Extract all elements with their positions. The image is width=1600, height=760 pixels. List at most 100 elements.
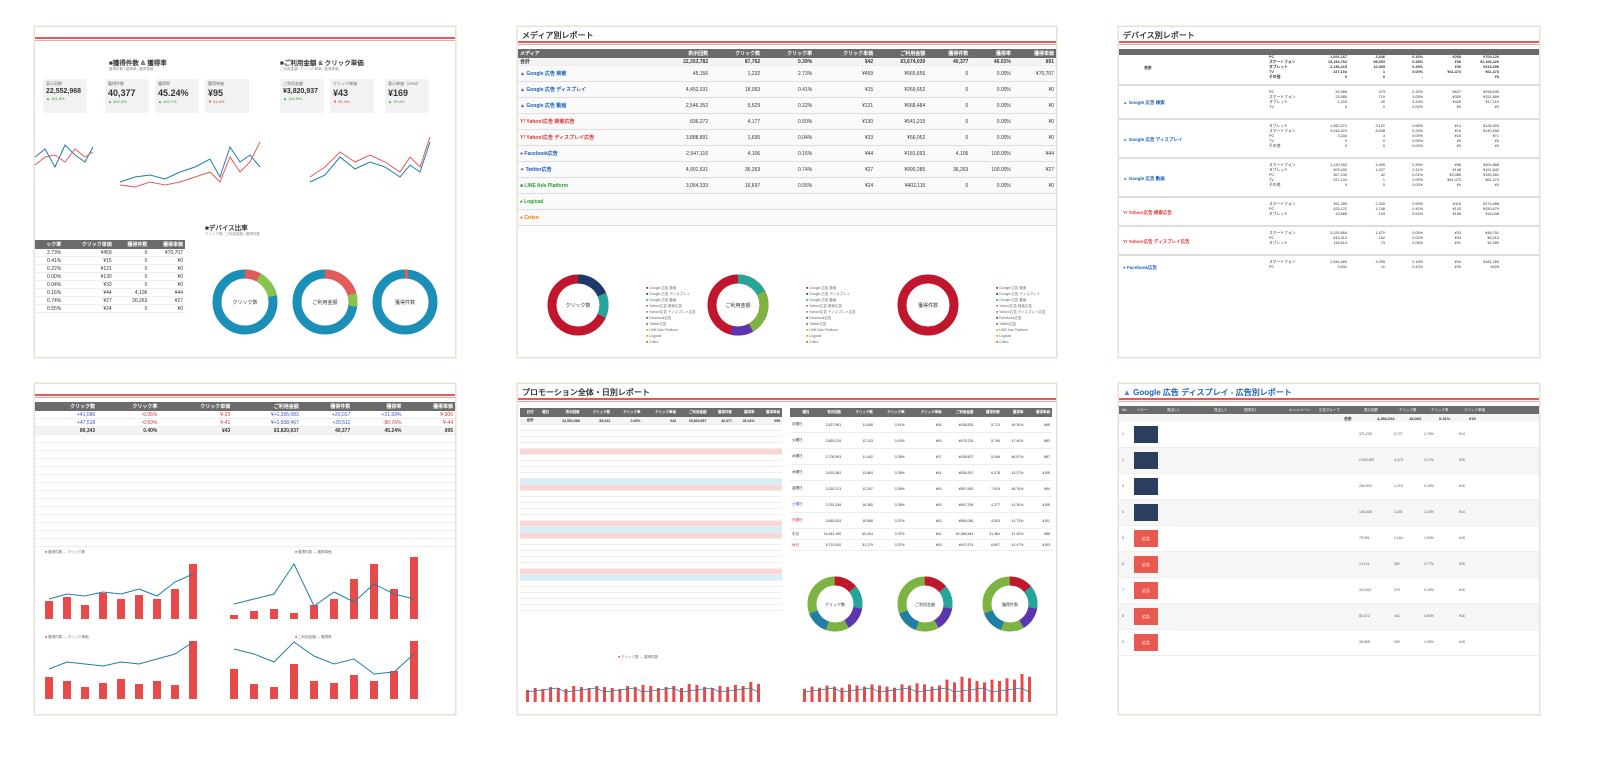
table-row [520, 526, 782, 533]
table-row [35, 515, 455, 523]
ad-row: 4 108,436 1,201 1.10% ¥14 [1119, 500, 1539, 526]
bar [803, 688, 806, 702]
table-row [520, 472, 782, 479]
diff-row: +47,518 -0.59% ¥-41 ¥+1,508,467 +20,511 -80.7… [35, 418, 455, 427]
device-group: ▲ Google 広告 検索 PC 20,368 473 2.32% ¥627 ¥296,6… [1119, 84, 1539, 118]
bar-line-charts [45, 557, 418, 699]
table-row [520, 568, 782, 575]
device-total-group: 合計 PC 1,691,167 2,646 0.16% ¥268 ¥709,126 スマートフ… [1144, 55, 1499, 79]
line [233, 641, 415, 675]
table-row: 2.73% ¥459 0 ¥70,707 [35, 249, 185, 257]
weekday-summary-row: 平日 16,342,190 60,434 0.37% ¥41 ¥2,356,544 31,3… [790, 528, 1052, 540]
banner-thumbnail[interactable]: 広告 [1134, 634, 1158, 651]
yahoo-logo-icon: Y! [520, 135, 525, 141]
media-row: ▲ Google 広告 検索 45,156 1,232 2.73% ¥459 ¥565,6… [518, 65, 1056, 82]
media-table: メディア 表示回数 クリック数 クリック率 クリック単価 ご利用金額 獲得件数 獲得率 獲得単価… [518, 49, 1056, 226]
bar [135, 684, 143, 699]
bar [350, 579, 358, 619]
banner-thumbnail[interactable]: 広告 [1134, 582, 1158, 599]
weekday-row: 金曜日 3,153,373 12,297 0.39% ¥40 ¥557,663 7,915 4… [790, 480, 1052, 497]
weekday-row: 土曜日 3,763,339 16,380 0.38% ¥43 ¥697,294 4,377 4… [790, 496, 1052, 513]
banner-thumbnail[interactable]: 広告 [1134, 608, 1158, 625]
daily-report-card: プロモーション全体・日別レポート 日付 曜日 表示回数 クリック数 クリック率 クリック単… [517, 383, 1057, 715]
ad-row: 1 371,228 9,727 2.76% ¥14 [1119, 422, 1539, 448]
bar [908, 685, 911, 702]
daily-bar-charts [526, 674, 1031, 702]
bar [270, 609, 278, 619]
media-row: ✦ Twitter広告 4,901,631 36,263 0.74% ¥27 ¥990,2… [518, 161, 1056, 178]
table-row [520, 544, 782, 551]
google-logo-icon: ▲ [1123, 136, 1128, 142]
table-row [520, 532, 782, 539]
donut-label-conversions: 獲得件数 [918, 302, 938, 309]
bar [680, 688, 683, 702]
google-logo-icon: ▲ [520, 71, 525, 77]
bar [938, 685, 941, 702]
banner-thumbnail[interactable] [1134, 504, 1158, 521]
daily-table: 日付 曜日 表示回数 クリック数 クリック率 クリック単価 ご利用金額 獲得件数 獲得率 獲得単価… [520, 408, 782, 611]
bar [649, 686, 653, 702]
bar [410, 557, 418, 619]
kpi-cpm: 表示単価（CPM） ¥169 ▲ 79.4% [385, 79, 429, 113]
line [48, 573, 194, 600]
header-rule [518, 398, 1056, 400]
bar [878, 685, 881, 702]
bar [171, 589, 179, 619]
summary-dashboard-card: ■獲得件数 & 獲得率 獲得件数 / 獲得率 / 獲得単価 ■ご利用金額 & ク… [34, 26, 456, 358]
banner-thumbnail[interactable] [1134, 426, 1158, 443]
daily-chart-legend: ■ クリック数 — 獲得件数 [618, 655, 659, 659]
ad-row: 3 284,903 1,219 0.43% ¥16 [1119, 474, 1539, 500]
table-row [520, 514, 782, 521]
facebook-logo-icon: ● [1123, 265, 1126, 270]
bar [855, 685, 859, 702]
section-sub-acquisition: 獲得件数 / 獲得率 / 獲得単価 [109, 67, 154, 71]
banner-thumbnail[interactable]: 広告 [1134, 530, 1158, 547]
bar [930, 686, 934, 702]
google-logo-icon: ▲ [1123, 100, 1128, 105]
bar [975, 681, 979, 702]
ad-table: 1 371,228 9,727 2.76% ¥14 2 2,093,657 4,473 0.17… [1119, 422, 1539, 656]
table-row [520, 502, 782, 509]
table-row: 0.00% ¥130 0 ¥0 [35, 272, 185, 281]
table-row [520, 598, 782, 605]
donut-legend-2: ■ Google 広告 検索 ■ Google 広告 ディスプレイ ■ Google… [806, 286, 856, 344]
trend-charts-card: クリック数 クリック率 クリック単価 ご利用金額 獲得件数 獲得率 獲得単価 +41,096… [34, 383, 456, 715]
bar [99, 683, 107, 699]
bar [230, 669, 238, 699]
bar [863, 686, 866, 702]
bar [410, 641, 418, 699]
bar [290, 664, 298, 699]
header-rule-thin [35, 397, 455, 398]
total-row: 合計 22,552,968 89,343 0.40% ¥43 ¥3,820,937 40,3… [520, 417, 782, 425]
donut-label-spend: ご利用金額 [312, 299, 337, 306]
bar [840, 687, 844, 702]
device-group: ▲ Google 広告 ディスプレイ タブレット 1,382,374 9,122 0.6… [1119, 118, 1539, 157]
yahoo-logo-icon: Y! [1123, 209, 1128, 215]
banner-thumbnail[interactable]: 広告 [1134, 556, 1158, 573]
table-row: 0.41% ¥15 0 ¥0 [35, 256, 185, 265]
bar [885, 686, 889, 702]
section-sub-spend: ご利用金額 / クリック単価 / 獲得単価 [280, 67, 339, 71]
table-row: 0.16% ¥44 4,106 ¥44 [35, 288, 185, 297]
table-row: 0.04% ¥33 0 ¥0 [35, 280, 185, 289]
table-row [35, 507, 455, 515]
bar [595, 686, 599, 702]
table-row [520, 448, 782, 455]
table-row [35, 475, 455, 483]
bar [603, 687, 606, 702]
table-row: 0.55% ¥24 0 ¥0 [35, 304, 185, 313]
table-row: 0.22% ¥121 0 ¥0 [35, 264, 185, 273]
daily-rows [35, 435, 455, 547]
banner-thumbnail[interactable] [1134, 452, 1158, 469]
kpi-cpc: クリック単価 ¥43 ▼ 90.4% [330, 79, 374, 113]
bar [656, 688, 660, 702]
table-row [520, 430, 782, 437]
table-row [520, 520, 782, 527]
device-report-card: デバイス別レポート 合計 PC 1,691,167 2,646 0.16% ¥268 ¥70… [1118, 26, 1540, 358]
header-rule [35, 37, 455, 39]
bar [998, 681, 1001, 702]
table-row: 0.74% ¥27 36,263 ¥27 [35, 296, 185, 305]
table-row [520, 580, 782, 587]
banner-thumbnail[interactable] [1134, 478, 1158, 495]
bar [810, 686, 814, 702]
